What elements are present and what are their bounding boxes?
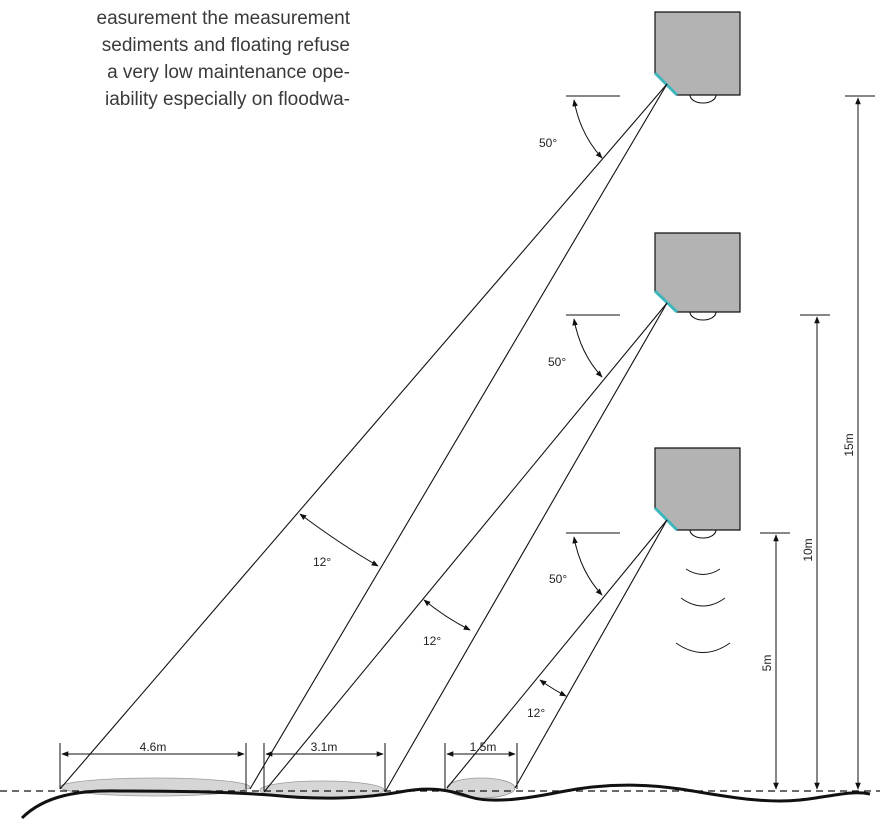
height-label: 5m	[760, 655, 774, 672]
sensor-15m: 50° 12° 4.6m	[59, 11, 741, 790]
paragraph-line: iability especially on floodwa-	[105, 89, 350, 110]
angle-arc-12	[539, 679, 567, 697]
sound-wave	[685, 568, 721, 575]
sensor-body-10m	[654, 232, 741, 313]
sensor-dome-5m	[689, 529, 717, 539]
sound-wave	[680, 597, 726, 607]
sensor-body-5m	[654, 447, 741, 531]
angle-label: 50°	[548, 355, 566, 369]
sensor-face-10m	[653, 289, 679, 314]
sensor-10m: 50° 12° 3.1m	[263, 232, 741, 793]
footprint-label: 1.5m	[470, 740, 497, 754]
beam-edge	[384, 302, 668, 793]
footprint-label: 4.6m	[140, 740, 167, 754]
angle-label: 50°	[539, 136, 557, 150]
sensor-face-15m	[653, 71, 679, 97]
sensor-5m: 50° 12° 1.5m	[444, 447, 741, 789]
beam-edge	[263, 302, 668, 793]
height-dimensions: 15m 10m 5m	[760, 95, 875, 790]
angle-label: 50°	[549, 572, 567, 586]
angle-arc-50	[572, 318, 603, 378]
sensor-dome-15m	[689, 94, 717, 104]
sensor-body-15m	[654, 11, 741, 96]
sensor-face-5m	[653, 506, 679, 532]
footprint-label: 3.1m	[311, 740, 338, 754]
angle-arc-12	[423, 599, 471, 631]
beam-edge	[249, 83, 668, 790]
beam-angle-label: 12°	[423, 634, 441, 648]
angle-arc-50	[572, 99, 603, 159]
beam-angle-label: 12°	[527, 706, 545, 720]
beam-edge	[514, 519, 668, 789]
beam-edge	[59, 83, 668, 790]
height-label: 15m	[842, 433, 856, 456]
beam-angle-label: 12°	[313, 555, 331, 569]
paragraph-line: a very low maintenance ope-	[107, 62, 350, 83]
angle-arc-12	[299, 513, 379, 567]
beam-edge	[446, 519, 668, 789]
footprint-ellipse-5m	[446, 777, 516, 799]
sensor-dome-10m	[689, 311, 717, 321]
paragraph-line: sediments and floating refuse	[102, 35, 350, 56]
angle-arc-50	[572, 536, 603, 596]
paragraph: easurement the measurement sediments and…	[97, 8, 351, 110]
height-label: 10m	[801, 538, 815, 561]
river-bed-curve	[20, 783, 871, 820]
sound-wave	[675, 642, 731, 653]
paragraph-line: easurement the measurement	[97, 8, 351, 29]
